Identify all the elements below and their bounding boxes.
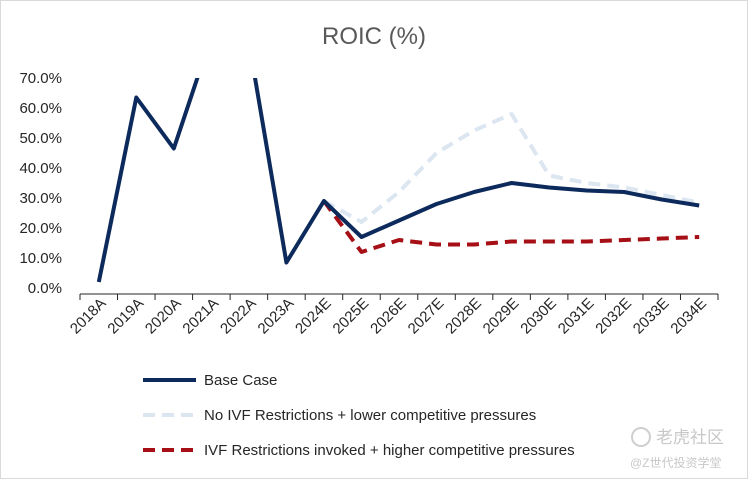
y-tick-label: 10.0% xyxy=(19,250,62,267)
legend: Base Case No IVF Restrictions + lower com… xyxy=(143,372,575,459)
watermark-logo-icon xyxy=(631,427,651,447)
legend-label-0: Base Case xyxy=(204,372,277,389)
y-tick-label: 20.0% xyxy=(19,220,62,237)
legend-label-2: IVF Restrictions invoked + higher compet… xyxy=(204,442,575,459)
y-tick-label: 40.0% xyxy=(19,160,62,177)
watermark: 老虎社区 @Z世代投资学堂 xyxy=(630,427,724,470)
watermark-sub: @Z世代投资学堂 xyxy=(630,455,722,470)
y-tick-label: 0.0% xyxy=(28,280,62,297)
series-layer xyxy=(96,78,700,283)
y-tick-label: 30.0% xyxy=(19,190,62,207)
y-tick-label: 60.0% xyxy=(19,100,62,117)
y-tick-label: 70.0% xyxy=(19,70,62,87)
series-line-1 xyxy=(322,112,700,224)
y-axis: 0.0% 10.0% 20.0% 30.0% 40.0% 50.0% 60.0% 70.0% xyxy=(19,70,62,297)
series-line-2 xyxy=(322,199,700,254)
series-line-0 xyxy=(96,78,700,283)
watermark-main: 老虎社区 xyxy=(656,428,724,447)
y-tick-label: 50.0% xyxy=(19,130,62,147)
chart-title: ROIC (%) xyxy=(322,23,426,50)
legend-label-1: No IVF Restrictions + lower competitive … xyxy=(204,407,536,424)
